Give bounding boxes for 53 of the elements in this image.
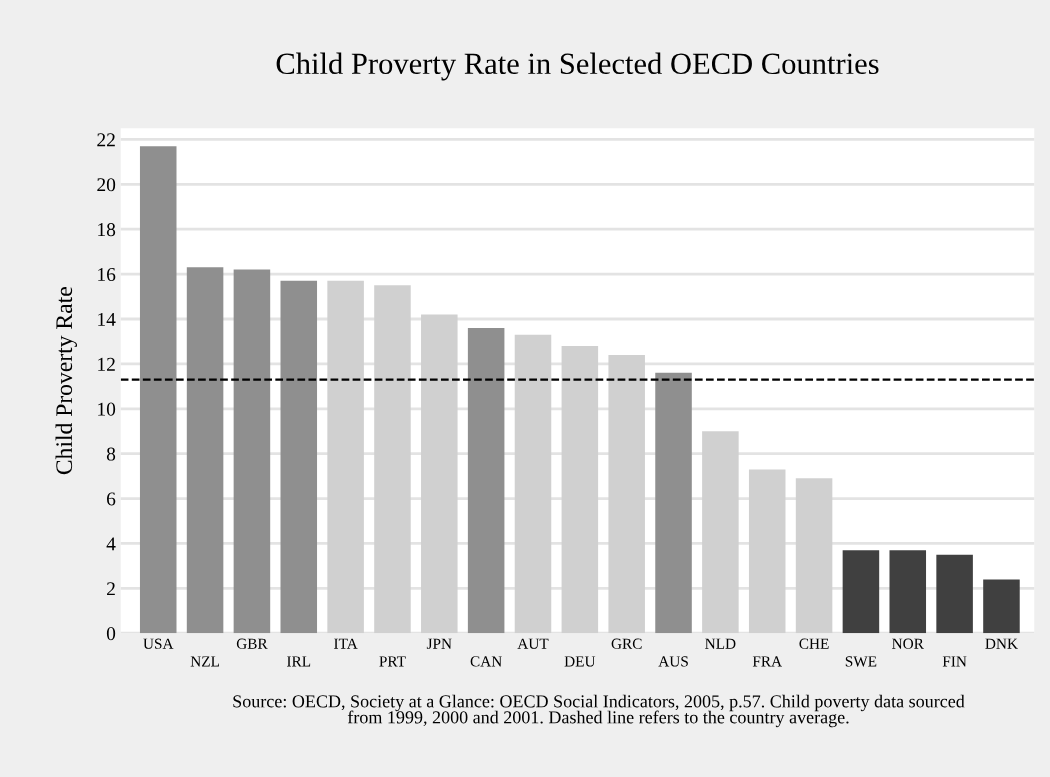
y-tick-label: 14 bbox=[98, 312, 116, 326]
x-tick-label: ITA bbox=[334, 638, 358, 649]
source-note: Source: OECD, Society at a Glance: OECD Social Indicators, 2005, p.57. Child poverty data sourced from 1999, 2000 and 2001. Dashed line refers to the country average. bbox=[233, 694, 965, 728]
chart-title: Child Proverty Rate in Selected OECD Countries bbox=[276, 52, 879, 81]
x-tick-label: JPN bbox=[426, 638, 452, 649]
x-tick-label: NOR bbox=[892, 638, 924, 649]
bar bbox=[561, 345, 599, 634]
x-tick-label: USA bbox=[143, 638, 174, 649]
x-tick-label: SWE bbox=[845, 656, 877, 667]
y-tick-label: 10 bbox=[98, 402, 116, 416]
bar bbox=[842, 550, 880, 634]
y-tick-label: 12 bbox=[98, 357, 115, 371]
y-tick-label: 6 bbox=[107, 492, 116, 506]
bar bbox=[936, 554, 973, 634]
x-tick-label: FRA bbox=[752, 656, 782, 667]
y-tick-label: 18 bbox=[98, 223, 116, 237]
x-tick-label: NZL bbox=[190, 656, 220, 667]
bar bbox=[889, 550, 927, 634]
x-tick-label: AUT bbox=[517, 638, 549, 649]
bar bbox=[327, 280, 364, 634]
y-tick-label: 22 bbox=[97, 133, 115, 147]
x-tick-label: AUS bbox=[658, 656, 688, 667]
x-tick-label: FIN bbox=[942, 656, 967, 667]
bar bbox=[467, 327, 505, 634]
y-tick-label: 4 bbox=[106, 537, 116, 551]
y-tick-label: 16 bbox=[98, 267, 116, 282]
bar bbox=[608, 354, 645, 634]
bar bbox=[748, 469, 786, 634]
x-tick-label: PRT bbox=[379, 656, 406, 667]
bar bbox=[655, 372, 692, 634]
x-tick-label: GRC bbox=[611, 638, 642, 649]
bar bbox=[280, 280, 318, 634]
bar bbox=[702, 431, 739, 634]
x-tick-label: IRL bbox=[287, 656, 311, 667]
y-tick-label: 0 bbox=[106, 627, 116, 641]
y-tick-label: 8 bbox=[106, 447, 116, 461]
bar bbox=[374, 285, 411, 634]
x-tick-label: NLD bbox=[705, 638, 736, 649]
bar bbox=[421, 314, 458, 634]
bar bbox=[983, 579, 1020, 634]
x-tick-label: DEU bbox=[564, 656, 596, 667]
y-tick-label: 2 bbox=[107, 582, 115, 596]
y-tick-label: 20 bbox=[97, 178, 116, 192]
x-tick-label: GBR bbox=[236, 638, 268, 649]
bar bbox=[186, 267, 224, 634]
x-tick-label: CAN bbox=[470, 656, 502, 667]
y-axis-title: Child Proverty Rate bbox=[55, 287, 77, 475]
bar bbox=[233, 269, 271, 634]
x-tick-label: CHE bbox=[799, 638, 829, 649]
x-tick-label: DNK bbox=[985, 638, 1018, 649]
bar bbox=[514, 334, 552, 634]
bar bbox=[139, 146, 177, 634]
bar bbox=[795, 478, 833, 634]
